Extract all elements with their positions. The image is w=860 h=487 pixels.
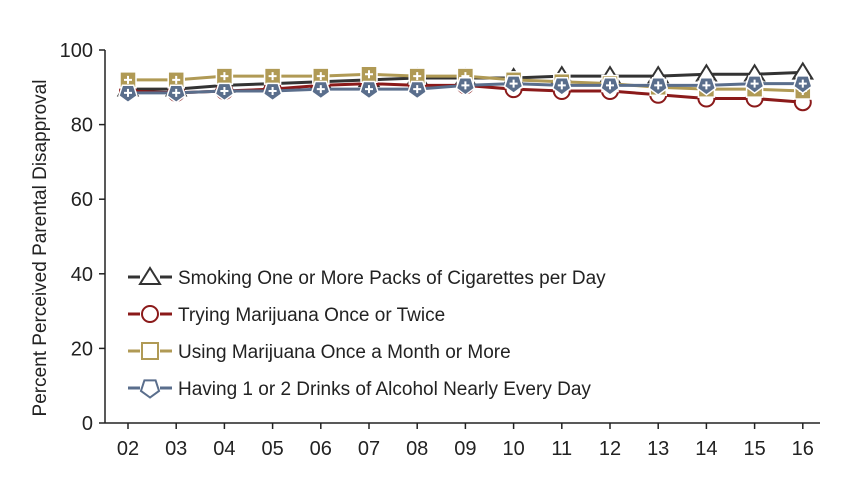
data-point-3-plus <box>365 70 373 79</box>
x-tick-label: 15 <box>743 438 765 460</box>
y-axis-title: Percent Perceived Parental Disapproval <box>30 80 51 417</box>
x-axis: 02 03 04 05 06 07 08 09 10 11 12 13 14 15 16 <box>105 422 820 460</box>
data-point-4-plus <box>413 85 422 94</box>
y-tick-label: 60 <box>71 189 93 211</box>
x-tick-label: 04 <box>213 438 235 460</box>
y-tick-label: 100 <box>60 40 93 62</box>
legend-label: Using Marijuana Once a Month or More <box>178 342 511 363</box>
data-point-4-plus <box>606 81 614 90</box>
legend-item-4: Having 1 or 2 Drinks of Alcohol Nearly E… <box>128 379 591 400</box>
legend-item-1: Smoking One or More Packs of Cigarettes … <box>128 266 606 289</box>
x-tick-label: 06 <box>310 438 332 460</box>
x-tick-label: 05 <box>261 438 283 460</box>
x-tick-label: 03 <box>165 438 187 460</box>
x-tick-label: 11 <box>551 438 572 460</box>
data-point-4-plus <box>557 81 566 90</box>
data-point-4-plus <box>750 79 759 88</box>
legend-marker <box>141 342 159 360</box>
legend: Smoking One or More Packs of Cigarettes … <box>128 266 606 400</box>
data-point-4-plus <box>461 81 470 90</box>
data-point-3-plus <box>413 72 422 81</box>
legend-marker <box>139 379 161 399</box>
x-tick-label: 14 <box>695 438 717 460</box>
x-tick-label: 07 <box>358 438 380 460</box>
x-tick-label: 02 <box>117 438 139 460</box>
data-point-4-plus <box>509 79 518 88</box>
legend-item-2: Trying Marijuana Once or Twice <box>128 305 445 326</box>
data-point-4-plus <box>220 87 229 96</box>
data-point-3-plus <box>124 75 132 84</box>
y-tick-label: 20 <box>71 338 93 360</box>
legend-label: Trying Marijuana Once or Twice <box>178 305 445 326</box>
x-tick-label: 12 <box>599 438 621 460</box>
data-point-4-plus <box>654 81 663 90</box>
x-tick-label: 10 <box>502 438 524 460</box>
x-tick-label: 08 <box>406 438 428 460</box>
data-point-3-plus <box>268 72 277 81</box>
x-tick-label: 16 <box>792 438 814 460</box>
legend-item-3: Using Marijuana Once a Month or More <box>128 342 511 363</box>
data-point-4-plus <box>365 85 373 94</box>
x-tick-label: 09 <box>454 438 476 460</box>
x-tick-label: 13 <box>647 438 669 460</box>
series-layer <box>116 61 815 112</box>
data-point-3-plus <box>172 75 181 84</box>
data-point-4-plus <box>172 88 181 97</box>
y-axis: 0 20 40 60 80 100 <box>60 40 106 435</box>
legend-marker <box>141 305 159 323</box>
y-tick-label: 0 <box>82 413 93 435</box>
legend-label: Smoking One or More Packs of Cigarettes … <box>178 268 606 289</box>
y-tick-label: 40 <box>71 264 93 286</box>
data-point-4-plus <box>702 81 711 90</box>
data-point-4-plus <box>268 87 277 96</box>
data-point-3-plus <box>220 72 229 81</box>
legend-label: Having 1 or 2 Drinks of Alcohol Nearly E… <box>178 379 591 400</box>
data-point-4-plus <box>124 88 132 97</box>
data-point-4-plus <box>316 85 325 94</box>
series-4 <box>118 75 813 104</box>
data-point-3-plus <box>316 72 325 81</box>
legend-marker <box>138 266 162 285</box>
data-point-4-plus <box>798 79 807 88</box>
y-tick-label: 80 <box>71 115 93 137</box>
